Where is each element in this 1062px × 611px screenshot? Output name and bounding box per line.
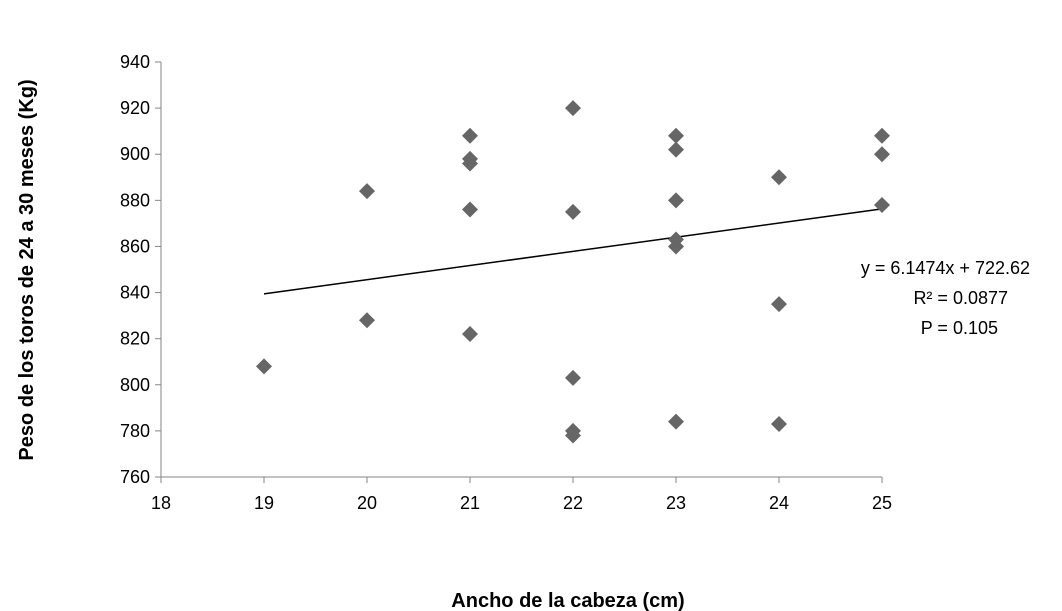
data-points bbox=[256, 100, 890, 444]
data-point bbox=[256, 358, 272, 375]
x-tick-label: 24 bbox=[769, 493, 789, 513]
data-point bbox=[359, 183, 375, 200]
plot-axes bbox=[160, 62, 882, 478]
data-point bbox=[565, 369, 581, 386]
data-point bbox=[462, 326, 478, 343]
data-point bbox=[462, 201, 478, 218]
y-tick-label: 800 bbox=[120, 375, 150, 395]
data-point bbox=[771, 296, 787, 313]
x-axis-title: Ancho de la cabeza (cm) bbox=[451, 590, 684, 611]
data-point bbox=[874, 127, 890, 144]
y-tick-label: 900 bbox=[120, 144, 150, 164]
x-tick-label: 20 bbox=[357, 493, 377, 513]
data-point bbox=[668, 141, 684, 158]
x-tick-label: 23 bbox=[666, 493, 686, 513]
y-tick-label: 880 bbox=[120, 190, 150, 210]
data-point bbox=[874, 196, 890, 213]
x-ticks: 18 19 20 21 22 23 24 25 bbox=[151, 477, 892, 513]
trendline bbox=[263, 208, 883, 295]
p-value-label: P = 0.105 bbox=[921, 318, 998, 338]
y-tick-label: 780 bbox=[120, 421, 150, 441]
y-axis-title: Peso de los toros de 24 a 30 meses (Kg) bbox=[16, 79, 38, 460]
regression-equation: y = 6.1474x + 722.62 bbox=[861, 258, 1030, 278]
y-ticks: 760 780 800 820 840 860 880 900 920 940 bbox=[120, 52, 161, 487]
trendline-layer bbox=[263, 208, 883, 295]
data-point bbox=[771, 169, 787, 186]
data-point bbox=[668, 413, 684, 430]
x-tick-label: 18 bbox=[151, 493, 171, 513]
regression-annotations: y = 6.1474x + 722.62 R² = 0.0877 P = 0.1… bbox=[861, 258, 1030, 338]
x-tick-label: 19 bbox=[254, 493, 274, 513]
data-point bbox=[565, 427, 581, 444]
data-point bbox=[668, 127, 684, 144]
data-point bbox=[771, 415, 787, 432]
y-tick-label: 840 bbox=[120, 283, 150, 303]
y-tick-label: 920 bbox=[120, 98, 150, 118]
data-point bbox=[874, 146, 890, 163]
data-point bbox=[359, 312, 375, 329]
data-point bbox=[462, 127, 478, 144]
y-tick-label: 820 bbox=[120, 329, 150, 349]
x-tick-label: 22 bbox=[563, 493, 583, 513]
y-tick-label: 860 bbox=[120, 236, 150, 256]
y-tick-label: 760 bbox=[120, 467, 150, 487]
data-point bbox=[565, 203, 581, 220]
data-point bbox=[668, 192, 684, 209]
r-squared-label: R² = 0.0877 bbox=[913, 288, 1008, 308]
y-tick-label: 940 bbox=[120, 52, 150, 72]
data-point bbox=[668, 238, 684, 255]
x-tick-label: 21 bbox=[460, 493, 480, 513]
data-point bbox=[565, 100, 581, 117]
data-point bbox=[462, 155, 478, 172]
x-tick-label: 25 bbox=[872, 493, 892, 513]
